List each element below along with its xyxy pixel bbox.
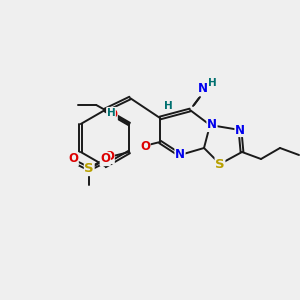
Text: O: O — [104, 151, 114, 164]
Text: H: H — [164, 101, 172, 111]
Text: N: N — [175, 148, 185, 161]
Text: O: O — [140, 140, 150, 152]
Text: S: S — [84, 163, 94, 176]
Text: H: H — [106, 108, 116, 118]
Text: H: H — [208, 78, 216, 88]
Text: S: S — [215, 158, 225, 170]
Text: N: N — [198, 82, 208, 95]
Text: O: O — [107, 107, 117, 121]
Text: N: N — [235, 124, 245, 136]
Text: N: N — [207, 118, 217, 131]
Text: O: O — [68, 152, 78, 166]
Text: O: O — [100, 152, 110, 166]
